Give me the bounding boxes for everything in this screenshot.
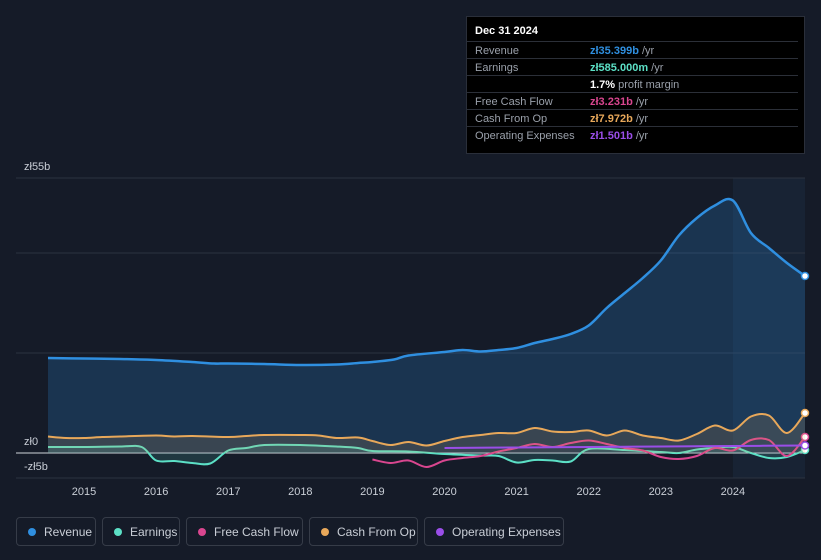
y-axis-label-bottom: -zł5b bbox=[24, 461, 48, 473]
operating-expenses-line bbox=[444, 444, 806, 449]
free-cash-flow-endpoint bbox=[800, 432, 810, 442]
tooltip-row: Operating Expenses zł1.501b /yr bbox=[467, 126, 798, 143]
x-tick-label: 2020 bbox=[432, 486, 456, 498]
x-tick-label: 2018 bbox=[288, 486, 312, 498]
legend-item-revenue[interactable]: Revenue bbox=[16, 517, 96, 546]
legend-dot-icon bbox=[321, 527, 329, 536]
free-cash-flow-line bbox=[372, 436, 806, 468]
tooltip-row: Earnings zł585.000m /yr bbox=[467, 58, 798, 75]
data-tooltip: Dec 31 2024 Revenue zł35.399b /yr Earnings… bbox=[466, 16, 805, 154]
legend-label: Revenue bbox=[44, 524, 93, 539]
y-axis-label-zero: zł0 bbox=[24, 436, 38, 448]
x-tick-label: 2021 bbox=[504, 486, 528, 498]
cash-from-op-endpoint bbox=[800, 408, 810, 418]
legend-label: Free Cash Flow bbox=[214, 524, 299, 539]
legend-dot-icon bbox=[436, 527, 444, 536]
legend-label: Cash From Op bbox=[337, 524, 416, 539]
legend-item-operating-expenses[interactable]: Operating Expenses bbox=[424, 517, 564, 546]
legend-label: Earnings bbox=[130, 524, 178, 539]
tooltip-row-value: zł35.399b /yr bbox=[590, 45, 655, 57]
tooltip-row-value: zł1.501b /yr bbox=[590, 130, 649, 142]
revenue-line bbox=[47, 197, 806, 367]
x-tick-label: 2015 bbox=[72, 486, 96, 498]
tooltip-date: Dec 31 2024 bbox=[475, 25, 538, 37]
tooltip-row-value: zł7.972b /yr bbox=[590, 113, 649, 125]
legend-item-cash-from-op[interactable]: Cash From Op bbox=[309, 517, 418, 546]
tooltip-row: 1.7% profit margin bbox=[467, 75, 798, 92]
x-tick-label: 2017 bbox=[216, 486, 240, 498]
tooltip-row-label: Free Cash Flow bbox=[475, 96, 553, 108]
x-axis-ticks: 2015 2016 2017 2018 2019 2020 2021 2022 2023 2024 bbox=[72, 486, 745, 498]
tooltip-row-label: Cash From Op bbox=[475, 113, 548, 125]
legend-dot-icon bbox=[198, 527, 206, 536]
y-axis-label-top: zł55b bbox=[24, 161, 50, 173]
x-tick-label: 2023 bbox=[649, 486, 673, 498]
x-tick-label: 2022 bbox=[576, 486, 600, 498]
x-tick-label: 2016 bbox=[144, 486, 168, 498]
legend-item-free-cash-flow[interactable]: Free Cash Flow bbox=[186, 517, 303, 546]
tooltip-row-value: 1.7% profit margin bbox=[590, 79, 680, 91]
x-tick-label: 2024 bbox=[721, 486, 745, 498]
earnings-line bbox=[47, 443, 806, 466]
tooltip-row: Free Cash Flow zł3.231b /yr bbox=[467, 92, 798, 109]
legend-dot-icon bbox=[28, 527, 36, 536]
tooltip-row-label: Operating Expenses bbox=[475, 130, 575, 142]
legend-label: Operating Expenses bbox=[452, 524, 561, 539]
legend-item-earnings[interactable]: Earnings bbox=[102, 517, 180, 546]
cash-from-op-area bbox=[48, 413, 805, 453]
tooltip-row: Revenue zł35.399b /yr bbox=[467, 41, 798, 58]
tooltip-row-value: zł585.000m /yr bbox=[590, 62, 664, 74]
legend-dot-icon bbox=[114, 527, 122, 536]
x-tick-label: 2019 bbox=[360, 486, 384, 498]
tooltip-row: Cash From Op zł7.972b /yr bbox=[467, 109, 798, 126]
tooltip-row-value: zł3.231b /yr bbox=[590, 96, 649, 108]
revenue-endpoint bbox=[800, 271, 810, 281]
cash-from-op-line bbox=[47, 412, 806, 447]
tooltip-row-label: Earnings bbox=[475, 62, 519, 74]
operating-expenses-endpoint bbox=[800, 441, 810, 450]
series-layer bbox=[47, 197, 810, 468]
revenue-area bbox=[48, 198, 805, 453]
tooltip-row-label: Revenue bbox=[475, 45, 520, 57]
